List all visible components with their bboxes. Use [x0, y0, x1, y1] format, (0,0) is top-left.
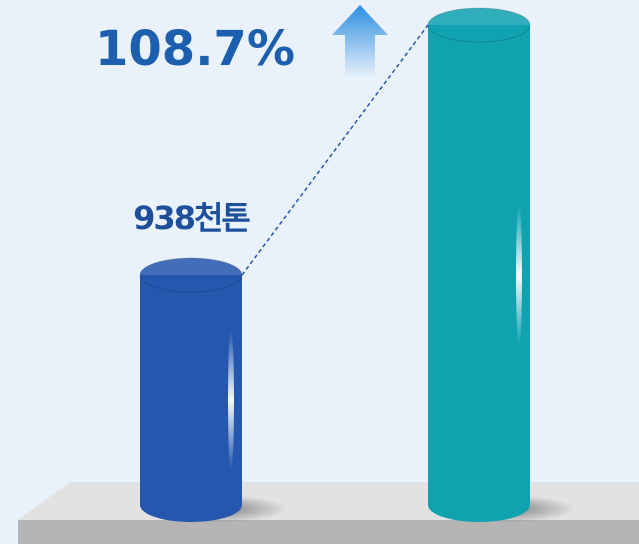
floor-edge — [18, 520, 639, 544]
cylinder-top — [427, 7, 531, 43]
growth-line — [241, 24, 429, 276]
growth-annotation: 108.7% — [95, 21, 295, 77]
cylinder-shine — [228, 330, 234, 471]
cylinder-top — [139, 257, 243, 293]
cylinder-shine — [516, 205, 522, 345]
cylinder — [428, 25, 530, 522]
value-label: 938천톤 — [133, 199, 250, 237]
up-arrow — [332, 5, 388, 78]
cylinder — [140, 275, 242, 522]
